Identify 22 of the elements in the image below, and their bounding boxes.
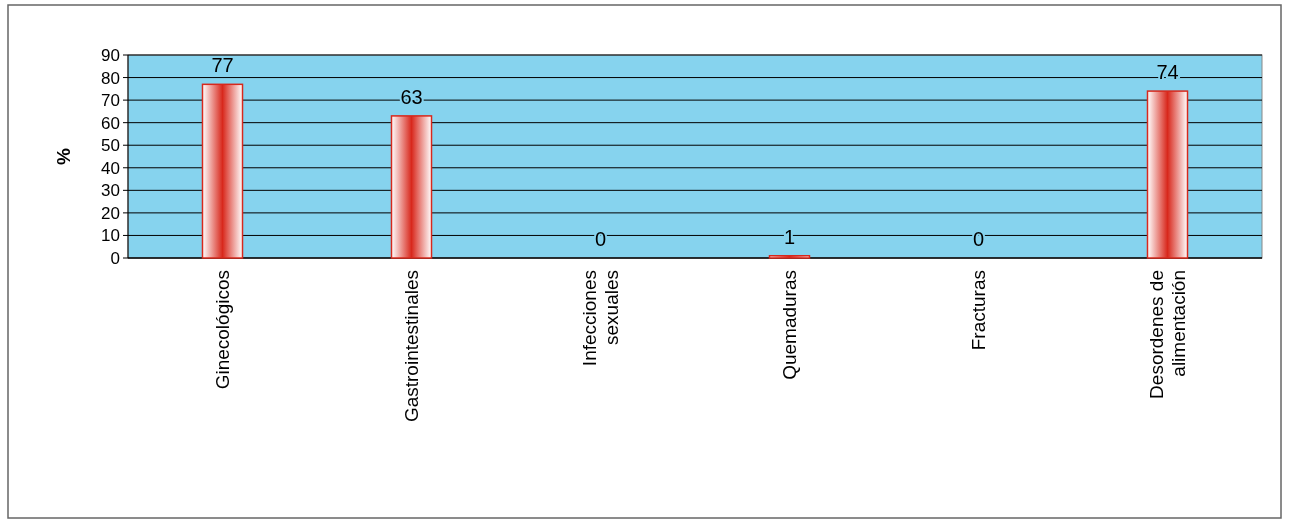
x-tick-label: Infecciones sexuales bbox=[578, 270, 622, 367]
x-tick-label: Desordenes de alimentación bbox=[1145, 270, 1189, 399]
y-tick-label: 30 bbox=[101, 181, 120, 201]
y-tick-label: 70 bbox=[101, 91, 120, 111]
y-tick-label: 90 bbox=[101, 45, 120, 65]
y-tick-label: 20 bbox=[101, 203, 120, 223]
y-tick-label: 40 bbox=[101, 158, 120, 178]
data-label: 77 bbox=[211, 54, 234, 77]
bar bbox=[1146, 90, 1189, 259]
bar bbox=[201, 83, 244, 259]
y-tick-label: 80 bbox=[101, 68, 120, 88]
y-tick-label: 10 bbox=[101, 226, 120, 246]
x-tick-label: Quemaduras bbox=[779, 270, 801, 380]
y-tick-label: 60 bbox=[101, 113, 120, 133]
bar bbox=[768, 254, 811, 259]
y-tick-label: 0 bbox=[110, 248, 120, 268]
y-tick-label: 50 bbox=[101, 136, 120, 156]
x-tick-label: Ginecológicos bbox=[212, 270, 234, 390]
x-tick-label: Fracturas bbox=[968, 270, 990, 351]
bar bbox=[390, 115, 433, 259]
y-axis-title: % bbox=[53, 147, 74, 165]
x-tick-label: Gastrointestinales bbox=[401, 270, 423, 423]
